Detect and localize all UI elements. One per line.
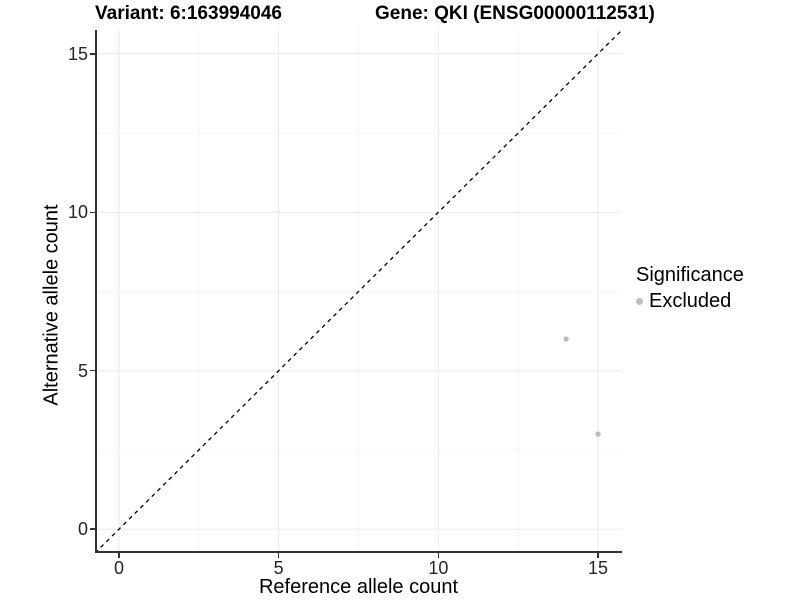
x-axis-title: Reference allele count <box>258 576 458 598</box>
data-point <box>563 336 569 342</box>
y-tick-mark <box>90 528 95 530</box>
y-tick-label: 15 <box>67 43 88 64</box>
data-point <box>595 431 601 437</box>
identity-line <box>95 30 622 553</box>
y-tick-mark <box>90 211 95 213</box>
plot-panel <box>95 30 622 553</box>
gene-title: Gene: QKI (ENSG00000112531) <box>375 3 655 24</box>
y-tick-label: 0 <box>77 519 88 540</box>
x-tick-mark <box>597 553 599 558</box>
legend-entry-label: Excluded <box>649 290 732 312</box>
x-tick-label: 5 <box>273 558 284 578</box>
legend-entry-excluded: Excluded <box>636 289 744 313</box>
x-tick-mark <box>437 553 440 558</box>
legend-title: Significance <box>636 264 744 286</box>
x-tick-label: 10 <box>428 558 449 578</box>
x-tick-label: 0 <box>113 558 124 578</box>
y-tick-label: 10 <box>67 202 88 223</box>
variant-title: Variant: 6:163994046 <box>95 3 282 24</box>
x-tick-label: 15 <box>588 558 609 578</box>
x-tick-mark <box>277 553 280 558</box>
legend: Significance Excluded <box>636 263 744 313</box>
y-tick-mark <box>90 53 95 55</box>
x-tick-mark <box>118 553 120 558</box>
y-tick-mark <box>90 369 95 372</box>
legend-key-dot-icon <box>636 297 643 305</box>
y-tick-label: 5 <box>77 360 88 381</box>
